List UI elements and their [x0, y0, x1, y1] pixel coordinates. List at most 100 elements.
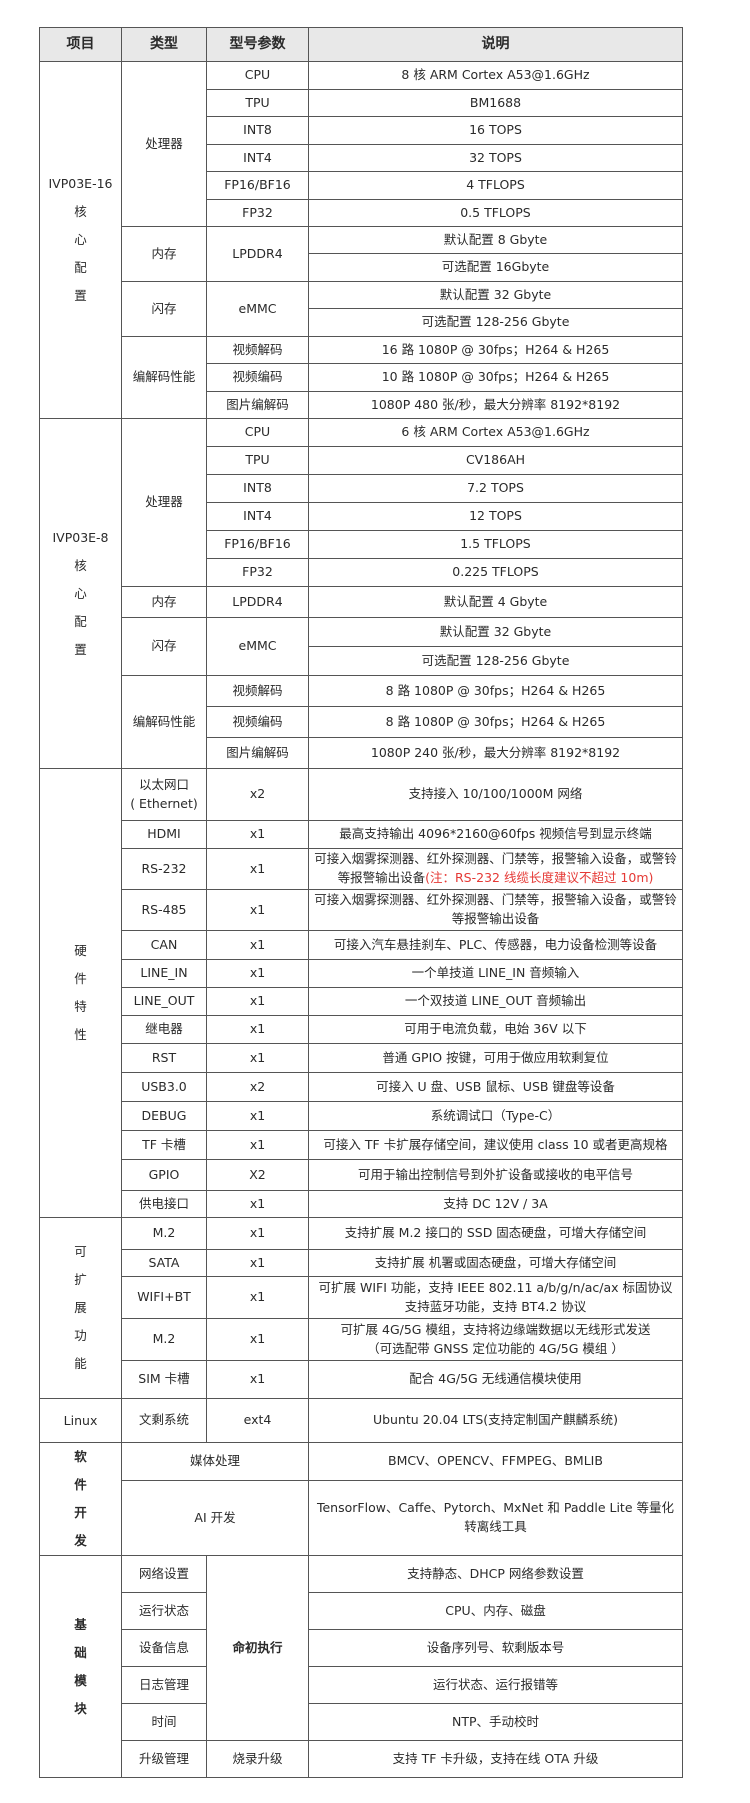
type-cell: 闪存	[121, 281, 207, 337]
param-cell: 视频解码	[206, 336, 309, 364]
desc-cell: 可接入汽车悬挂刹车、PLC、传感器，电力设备检测等设备	[308, 930, 683, 960]
header-desc: 说明	[308, 27, 683, 62]
table-row: 时间 NTP、手动校时	[40, 1703, 683, 1741]
type-cell: 升级管理	[121, 1740, 207, 1778]
type-cell: RS-485	[121, 889, 207, 931]
desc-cell: NTP、手动校时	[308, 1703, 683, 1741]
table-row: DEBUG x1 系统调试口（Type-C）	[40, 1101, 683, 1131]
type-cell: 内存	[121, 586, 207, 618]
param-cell: 烧录升级	[206, 1740, 309, 1778]
desc-cell: 配合 4G/5G 无线通信模块使用	[308, 1360, 683, 1399]
param-cell: TPU	[206, 89, 309, 117]
param-cell: x1	[206, 1015, 309, 1044]
desc-cell: 8 核 ARM Cortex A53@1.6GHz	[308, 61, 683, 90]
type-cell: SIM 卡槽	[121, 1360, 207, 1399]
desc-cell: 12 TOPS	[308, 502, 683, 531]
table-row: TPU BM1688	[40, 89, 683, 117]
table-row: 视频编码 10 路 1080P @ 30fps；H264 & H265	[40, 363, 683, 392]
desc-cell: CV186AH	[308, 446, 683, 475]
type-cell: M.2	[121, 1318, 207, 1361]
desc-cell: 8 路 1080P @ 30fps；H264 & H265	[308, 706, 683, 738]
type-cell: CAN	[121, 930, 207, 960]
section-item: 基 础 模 块	[39, 1555, 122, 1778]
param-cell: eMMC	[206, 617, 309, 676]
param-cell: FP32	[206, 558, 309, 587]
desc-cell: 默认配置 4 Gbyte	[308, 586, 683, 618]
desc-cell: BMCV、OPENCV、FFMPEG、BMLIB	[308, 1441, 683, 1482]
param-cell: x2	[206, 768, 309, 821]
section-item: Linux	[39, 1398, 122, 1443]
table-row: HDMI x1 最高支持输出 4096*2160@60fps 视频信号到显示终端	[40, 820, 683, 849]
table-row: SIM 卡槽 x1 配合 4G/5G 无线通信模块使用	[40, 1360, 683, 1399]
type-cell: LINE_IN	[121, 959, 207, 988]
type-cell: 日志管理	[121, 1666, 207, 1704]
table-row: RS-232 x1 可接入烟雾探测器、红外探测器、门禁等，报警输入设备，或警铃等报警…	[40, 848, 683, 890]
type-cell: 时间	[121, 1703, 207, 1741]
table-row: IVP03E-16 核 心 配 置处理器 CPU 8 核 ARM Cortex A5…	[39, 61, 683, 419]
table-row: USB3.0 x2 可接入 U 盘、USB 鼠标、USB 键盘等设备	[40, 1072, 683, 1102]
table-row: INT8 16 TOPS	[40, 116, 683, 145]
param-cell: x1	[206, 959, 309, 988]
desc-cell: 可扩展 WIFI 功能，支持 IEEE 802.11 a/b/g/n/ac/ax…	[308, 1276, 683, 1319]
param-cell: INT4	[206, 502, 309, 531]
table-row: 可选配置 16Gbyte	[40, 253, 683, 282]
desc-cell: 一个单技道 LINE_IN 音频输入	[308, 959, 683, 988]
desc-cell: 可接入 U 盘、USB 鼠标、USB 键盘等设备	[308, 1072, 683, 1102]
desc-cell: 1.5 TFLOPS	[308, 530, 683, 559]
param-cell: 视频解码	[206, 675, 309, 707]
type-cell: HDMI	[121, 820, 207, 849]
desc-cell: 16 路 1080P @ 30fps；H264 & H265	[308, 336, 683, 364]
desc-cell: 默认配置 32 Gbyte	[308, 281, 683, 309]
param-cell: 图片编解码	[206, 737, 309, 769]
spec-table: 项目 类型 型号参数 说明 IVP03E-16 核 心 配 置处理器 CPU 8 核…	[39, 27, 683, 1778]
table-row: FP32 0.225 TFLOPS	[40, 558, 683, 587]
param-cell: FP32	[206, 199, 309, 227]
desc-cell: 8 路 1080P @ 30fps；H264 & H265	[308, 675, 683, 707]
param-cell: x1	[206, 1318, 309, 1361]
type-cell: SATA	[121, 1249, 207, 1277]
table-row: 编解码性能 视频解码 8 路 1080P @ 30fps；H264 & H265	[40, 675, 683, 769]
param-cell: x1	[206, 848, 309, 890]
desc-cell: 10 路 1080P @ 30fps；H264 & H265	[308, 363, 683, 392]
type-cell: WIFI+BT	[121, 1276, 207, 1319]
table-row: IVP03E-8 核 心 配 置处理器 CPU 6 核 ARM Cortex A53…	[39, 418, 683, 769]
param-cell: x1	[206, 1130, 309, 1160]
desc-cell: 可选配置 128-256 Gbyte	[308, 646, 683, 676]
param-cell: ext4	[206, 1398, 309, 1443]
desc-cell: 运行状态、运行报错等	[308, 1666, 683, 1704]
type-cell: 编解码性能	[121, 675, 207, 769]
type-cell: DEBUG	[121, 1101, 207, 1131]
type-cell: TF 卡槽	[121, 1130, 207, 1160]
type-cell: 文剩系统	[121, 1398, 207, 1443]
table-row: TF 卡槽 x1 可接入 TF 卡扩展存储空间，建议使用 class 10 或者更高…	[40, 1130, 683, 1160]
desc-cell: 1080P 240 张/秒，最大分辨率 8192*8192	[308, 737, 683, 769]
param-cell: 视频编码	[206, 706, 309, 738]
desc-text: 可接入烟雾探测器、红外探测器、门禁等，报警输入设备，或警铃等报警输出设备	[314, 851, 677, 885]
param-cell: INT4	[206, 144, 309, 172]
type-cell: 编解码性能	[121, 336, 207, 419]
param-cell: LPDDR4	[206, 226, 309, 282]
table-row: FP32 0.5 TFLOPS	[40, 199, 683, 227]
desc-cell: 普通 GPIO 按键，可用于做应用软剩复位	[308, 1043, 683, 1073]
desc-cell: 支持扩展 机署或固态硬盘，可增大存储空间	[308, 1249, 683, 1277]
header-type: 类型	[121, 27, 207, 62]
desc-cell: 4 TFLOPS	[308, 171, 683, 200]
param-cell: INT8	[206, 474, 309, 503]
param-cell: x1	[206, 820, 309, 849]
table-row: 闪存 eMMC 默认配置 32 Gbyte	[40, 617, 683, 676]
desc-cell: 0.5 TFLOPS	[308, 199, 683, 227]
table-row: 内存 LPDDR4 默认配置 8 Gbyte	[40, 226, 683, 282]
desc-cell: 6 核 ARM Cortex A53@1.6GHz	[308, 418, 683, 447]
table-row: 供电接口 x1 支持 DC 12V / 3A	[40, 1190, 683, 1218]
type-cell: 处理器	[121, 61, 207, 227]
type-cell: 处理器	[121, 418, 207, 587]
header-param: 型号参数	[206, 27, 309, 62]
type-cell: 供电接口	[121, 1190, 207, 1218]
param-cell: x1	[206, 1360, 309, 1399]
section-item: IVP03E-16 核 心 配 置	[39, 61, 122, 419]
param-cell: 命初执行	[206, 1555, 309, 1741]
type-cell: LINE_OUT	[121, 987, 207, 1016]
section-item: 硬 件 特 性	[39, 768, 122, 1218]
param-cell: 图片编解码	[206, 391, 309, 419]
table-row: 升级管理 烧录升级 支持 TF 卡升级，支持在线 OTA 升级	[40, 1740, 683, 1778]
